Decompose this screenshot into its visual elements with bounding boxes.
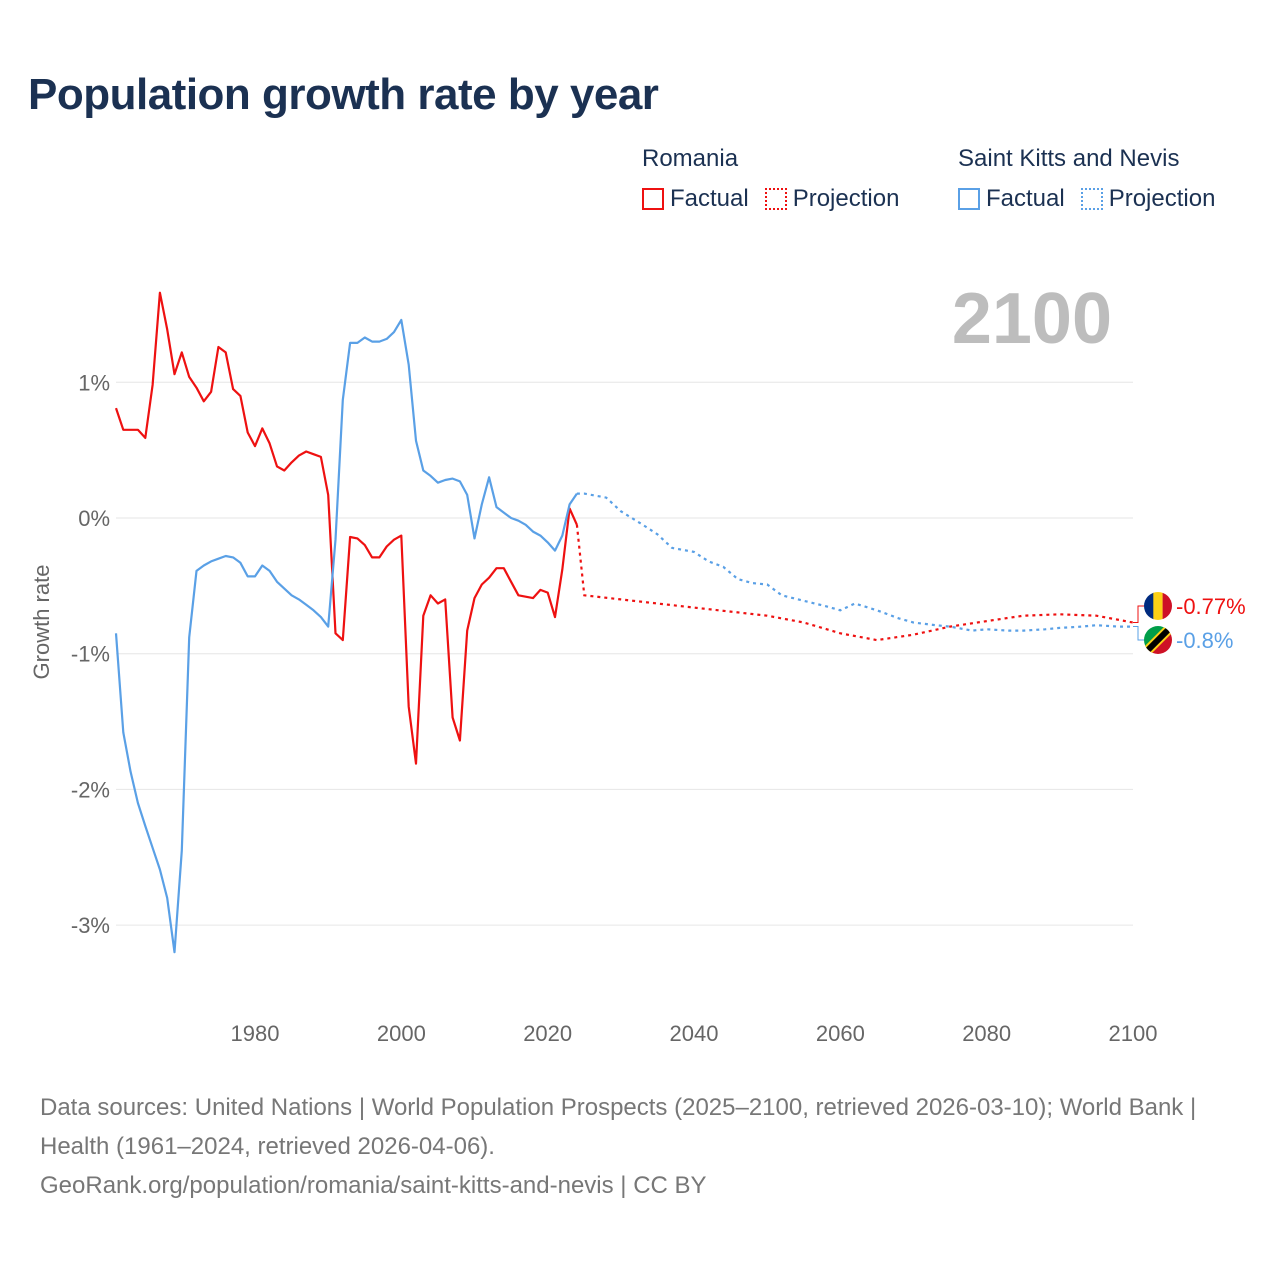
y-tick-label: 0% xyxy=(78,506,110,531)
y-tick-label: 1% xyxy=(78,370,110,395)
series-1-factual-line xyxy=(114,318,578,954)
x-tick-label: 2040 xyxy=(670,1021,719,1046)
legend-romania: Romania Factual Projection xyxy=(642,145,899,213)
romania-flag-icon xyxy=(1144,592,1154,620)
dotted-swatch-icon xyxy=(1080,188,1103,210)
dotted-swatch-icon xyxy=(764,188,787,210)
connector-skn xyxy=(1133,626,1144,641)
legend-label: Factual xyxy=(670,185,749,212)
romania-flag-icon xyxy=(1162,592,1172,620)
series-1-projection-line xyxy=(576,492,1133,632)
chart-title: Population growth rate by year xyxy=(28,70,659,119)
source-line: Data sources: United Nations | World Pop… xyxy=(40,1094,1197,1160)
y-tick-label: -1% xyxy=(71,642,110,667)
legend-romania-factual[interactable]: Factual xyxy=(642,185,749,213)
y-tick-label: -3% xyxy=(71,913,110,938)
solid-swatch-icon xyxy=(642,188,664,210)
x-tick-label: 2100 xyxy=(1109,1021,1158,1046)
x-tick-label: 2020 xyxy=(523,1021,572,1046)
connector-romania xyxy=(1133,605,1144,623)
series-0-factual-line xyxy=(114,291,578,765)
x-tick-label: 1980 xyxy=(231,1021,280,1046)
skn-end-label: -0.8% xyxy=(1176,628,1233,653)
legend-romania-projection[interactable]: Projection xyxy=(764,185,900,213)
legend-label: Projection xyxy=(1108,185,1216,212)
x-tick-label: 2060 xyxy=(816,1021,865,1046)
romania-flag-icon xyxy=(1153,592,1163,620)
current-year-label: 2100 xyxy=(951,279,1112,359)
x-tick-label: 2080 xyxy=(962,1021,1011,1046)
romania-end-label: -0.77% xyxy=(1176,594,1246,619)
legend-skn: Saint Kitts and Nevis Factual Projection xyxy=(958,145,1215,213)
legend-skn-projection[interactable]: Projection xyxy=(1080,185,1216,213)
legend-label: Factual xyxy=(986,185,1065,212)
y-tick-label: -2% xyxy=(71,777,110,802)
source-note: Data sources: United Nations | World Pop… xyxy=(40,1088,1240,1205)
skn-flag-icon xyxy=(1144,626,1172,654)
legend-romania-name: Romania xyxy=(642,145,739,172)
legend-skn-factual[interactable]: Factual xyxy=(958,185,1065,213)
solid-swatch-icon xyxy=(958,188,980,210)
series-0-projection-line xyxy=(575,524,1134,642)
source-url[interactable]: GeoRank.org/population/romania/saint-kit… xyxy=(40,1172,707,1199)
legend-skn-name: Saint Kitts and Nevis xyxy=(958,145,1180,172)
legend-label: Projection xyxy=(792,185,900,212)
x-tick-label: 2000 xyxy=(377,1021,426,1046)
